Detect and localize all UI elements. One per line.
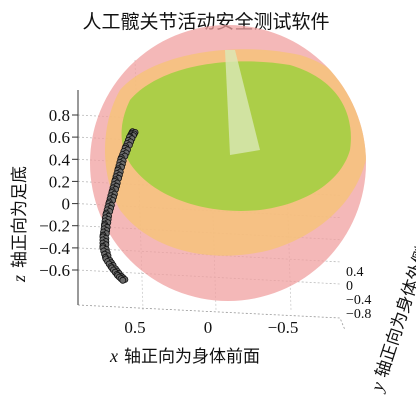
y-tick-label: −0.8 xyxy=(346,307,371,322)
x-tick-label: 0 xyxy=(204,318,213,337)
y-axis-var: y xyxy=(366,379,388,395)
sphere-surface xyxy=(90,25,366,301)
z-axis-label: 轴正向为足底 xyxy=(10,166,30,268)
z-tick-label: 0.4 xyxy=(49,150,71,169)
inner-cone-highlight xyxy=(225,50,260,155)
z-tick-label: 0.8 xyxy=(49,106,70,125)
y-tick-label: 0.4 xyxy=(346,265,364,280)
z-tick-label: −0.6 xyxy=(39,261,70,280)
z-tick-label: −0.2 xyxy=(39,217,70,236)
z-tick-label: 0.2 xyxy=(49,172,70,191)
x-axis-var: x xyxy=(109,346,118,366)
y-tick-label: 0 xyxy=(346,279,353,294)
x-axis-label: 轴正向为身体前面 xyxy=(124,347,260,367)
z-tick-label: 0.6 xyxy=(49,128,70,147)
scatter-point xyxy=(119,276,127,284)
x-tick-label: −0.5 xyxy=(268,318,299,337)
z-axis-var: z xyxy=(9,275,29,283)
z-tick-label: 0 xyxy=(62,195,71,214)
scatter-points xyxy=(99,128,139,284)
z-tick-label: −0.4 xyxy=(39,239,70,258)
z-axis: 0.8 0.6 0.4 0.2 0 −0.2 −0.4 −0.6 xyxy=(39,90,79,305)
y-axis: 0.4 0 −0.4 −0.8 y 轴正向为身体外侧 xyxy=(346,245,416,395)
y-tick-label: −0.4 xyxy=(346,293,371,308)
x-tick-label: 0.5 xyxy=(124,318,145,337)
x-axis: 0.5 0 −0.5 x 轴正向为身体前面 xyxy=(109,318,298,367)
chart-title: 人工髋关节活动安全测试软件 xyxy=(82,11,329,33)
y-axis-label: 轴正向为身体外侧 xyxy=(372,245,416,381)
